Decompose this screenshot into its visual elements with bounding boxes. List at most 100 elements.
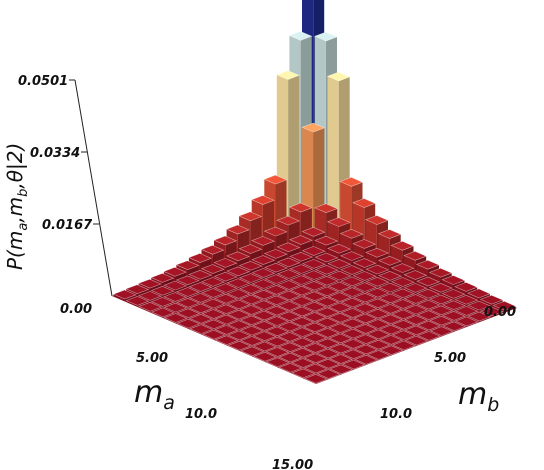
bar	[341, 359, 366, 370]
bar-top	[303, 332, 328, 343]
bar-face	[113, 294, 125, 301]
bar	[163, 292, 188, 303]
bar	[416, 299, 441, 310]
bar	[429, 326, 454, 336]
bar-top	[314, 286, 339, 297]
bar-top	[341, 359, 366, 370]
bar	[315, 328, 340, 338]
bar	[354, 354, 379, 365]
bar-top	[163, 280, 187, 291]
bar	[290, 358, 315, 368]
bar-top	[264, 305, 289, 316]
bar	[327, 270, 352, 282]
bar-top	[340, 287, 365, 297]
bar-top	[329, 364, 354, 375]
bar	[188, 313, 213, 324]
bar	[403, 283, 428, 295]
bar-face	[239, 277, 251, 285]
bar-top	[188, 282, 213, 292]
ma-tick-label: 15.00	[272, 458, 313, 470]
bar	[253, 351, 277, 362]
bar-top	[403, 283, 428, 293]
bar-top	[291, 368, 316, 379]
bar-top	[175, 287, 200, 297]
bar-face	[200, 287, 212, 293]
bar-top	[252, 320, 277, 331]
bar-face	[277, 273, 289, 281]
bar-top	[226, 278, 251, 288]
bar-top	[265, 326, 289, 337]
bar	[303, 363, 328, 374]
bar	[329, 364, 354, 375]
bar-top	[467, 300, 492, 311]
bar-top	[341, 328, 366, 339]
bar	[353, 334, 378, 345]
axes-group: 0.0501 0.0334 0.0167 0.00 5.00 10.0 15.0…	[3, 74, 516, 470]
bar	[214, 335, 239, 346]
bar-top	[213, 235, 238, 246]
bar	[353, 323, 378, 334]
bar-top	[176, 318, 201, 329]
bar	[175, 275, 200, 288]
bar	[163, 302, 188, 313]
bar-face	[328, 275, 340, 282]
bar-face	[137, 289, 149, 297]
bar-top	[226, 309, 251, 320]
bar-top	[391, 330, 416, 340]
bar	[365, 298, 390, 309]
bar-top	[239, 325, 264, 336]
bar-face	[162, 291, 174, 297]
bar-top	[239, 305, 264, 315]
bar	[366, 329, 391, 340]
bar	[289, 285, 314, 296]
bar-top	[404, 335, 429, 346]
bar	[303, 343, 328, 353]
bar-face	[276, 268, 288, 275]
mb-tick-label: 10.0	[380, 407, 412, 422]
bar-top	[441, 300, 466, 311]
bar-top	[301, 122, 326, 133]
bar-top	[239, 294, 264, 305]
bar	[188, 293, 213, 304]
bar-top	[226, 251, 250, 262]
bar	[467, 311, 492, 322]
z-axis-label: P(ma,mb,θ|2)	[3, 143, 31, 270]
bar	[214, 293, 238, 304]
bar-top	[341, 339, 366, 349]
bar-face	[124, 294, 136, 301]
bar	[238, 273, 263, 285]
bar-top	[301, 246, 326, 256]
bar-top	[365, 247, 390, 258]
bar	[201, 319, 226, 330]
bar-top	[352, 258, 377, 268]
bar	[302, 270, 327, 281]
bar-face	[404, 287, 416, 295]
bar-top	[276, 215, 301, 226]
bar-top	[340, 276, 364, 287]
bar-top	[226, 266, 250, 277]
bar-top	[289, 285, 314, 296]
bar-top	[354, 344, 378, 355]
mb-tick-label: 0.00	[484, 305, 516, 320]
bar	[378, 293, 403, 304]
bar	[302, 312, 327, 322]
bar-top	[263, 249, 288, 259]
bar-top	[200, 264, 225, 274]
bar	[340, 308, 365, 318]
bar-top	[313, 31, 338, 42]
bar	[353, 292, 378, 303]
bar-top	[315, 317, 340, 328]
bar-top	[454, 294, 479, 305]
bar-top	[328, 354, 353, 364]
bar-top	[454, 282, 478, 292]
bar	[303, 322, 327, 333]
bar-top	[265, 347, 290, 357]
bar-top	[288, 31, 313, 41]
bar-top	[379, 324, 403, 335]
bar-top	[238, 244, 263, 254]
bar-top	[290, 358, 315, 368]
bar-top	[416, 299, 441, 310]
bar	[378, 314, 403, 325]
bar-top	[339, 228, 364, 239]
